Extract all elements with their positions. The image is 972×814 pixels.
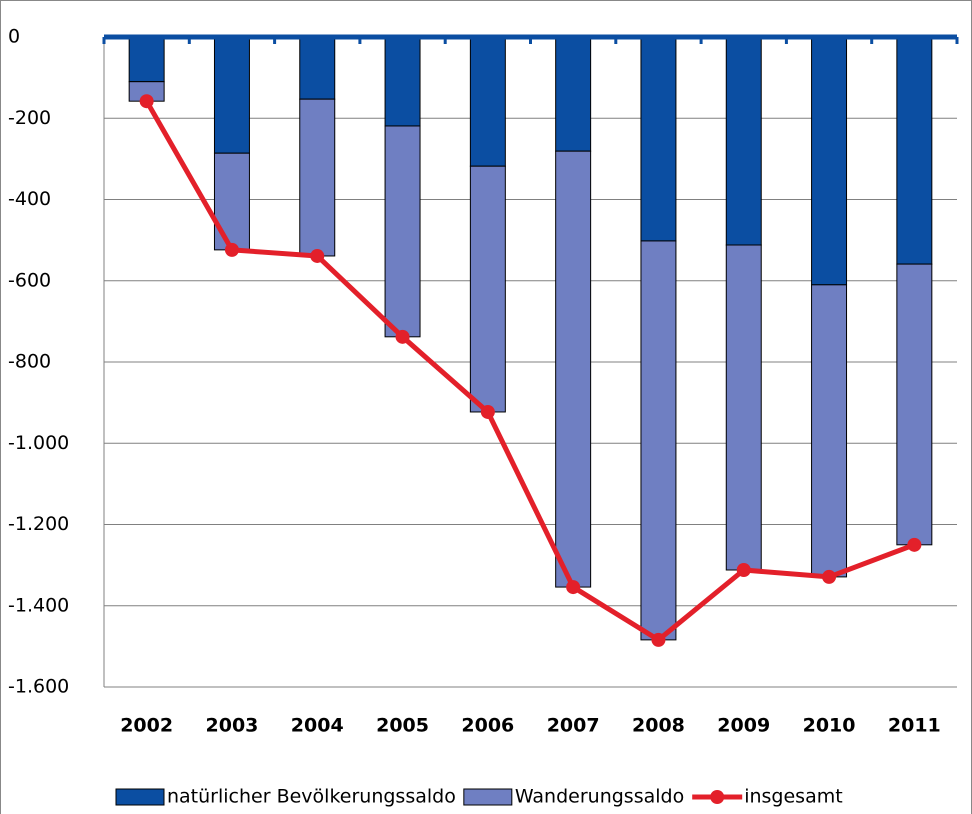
bar — [640, 36, 677, 242]
line-marker — [395, 329, 410, 344]
bar — [128, 36, 165, 83]
y-tick-label: -800 — [8, 351, 51, 373]
x-tick-label: 2011 — [888, 715, 941, 737]
x-tick-label: 2003 — [206, 715, 259, 737]
legend-label: Wanderungssaldo — [515, 786, 684, 808]
legend-label: natürlicher Bevölkerungssaldo — [167, 786, 456, 808]
bar — [725, 244, 762, 571]
bar — [299, 98, 336, 257]
bar — [213, 152, 250, 251]
bar — [384, 125, 421, 338]
bar — [555, 36, 592, 152]
line-marker — [736, 563, 751, 577]
x-tick-label: 2004 — [291, 715, 344, 737]
bar — [384, 36, 421, 127]
line-marker — [907, 537, 922, 552]
y-tick-label: -1.000 — [8, 432, 69, 454]
y-tick-label: -600 — [8, 269, 51, 291]
bar — [811, 284, 848, 578]
bar — [896, 36, 933, 265]
line-marker — [224, 242, 239, 257]
y-tick-label: -1.400 — [8, 594, 69, 616]
legend-marker — [710, 790, 725, 804]
line — [144, 99, 916, 643]
bar — [299, 36, 336, 100]
legend-swatch — [463, 788, 513, 806]
bar — [725, 36, 762, 246]
y-tick-label: -1.200 — [8, 513, 69, 535]
x-tick-label: 2006 — [461, 715, 514, 737]
line-marker — [480, 404, 495, 419]
bar — [555, 150, 592, 588]
bar — [640, 240, 677, 641]
x-tick-label: 2008 — [632, 715, 685, 737]
bar — [469, 36, 506, 167]
bar — [811, 36, 848, 286]
legend-label: insgesamt — [744, 786, 842, 808]
bar — [213, 36, 250, 154]
line-marker — [822, 569, 837, 584]
line-marker — [651, 632, 666, 647]
y-tick-label: -1.600 — [8, 676, 69, 698]
line-marker — [310, 248, 325, 263]
y-tick-label: 0 — [8, 26, 20, 48]
line-marker — [566, 580, 581, 595]
line-marker — [139, 94, 154, 109]
y-tick-label: -400 — [8, 188, 51, 210]
x-tick-label: 2010 — [803, 715, 856, 737]
bar — [896, 263, 933, 546]
x-tick-label: 2009 — [717, 715, 770, 737]
x-tick-label: 2005 — [376, 715, 429, 737]
bar — [469, 165, 506, 413]
x-tick-label: 2002 — [120, 715, 173, 737]
y-tick-label: -200 — [8, 107, 51, 129]
x-tick-label: 2007 — [547, 715, 600, 737]
legend-swatch — [115, 788, 165, 806]
